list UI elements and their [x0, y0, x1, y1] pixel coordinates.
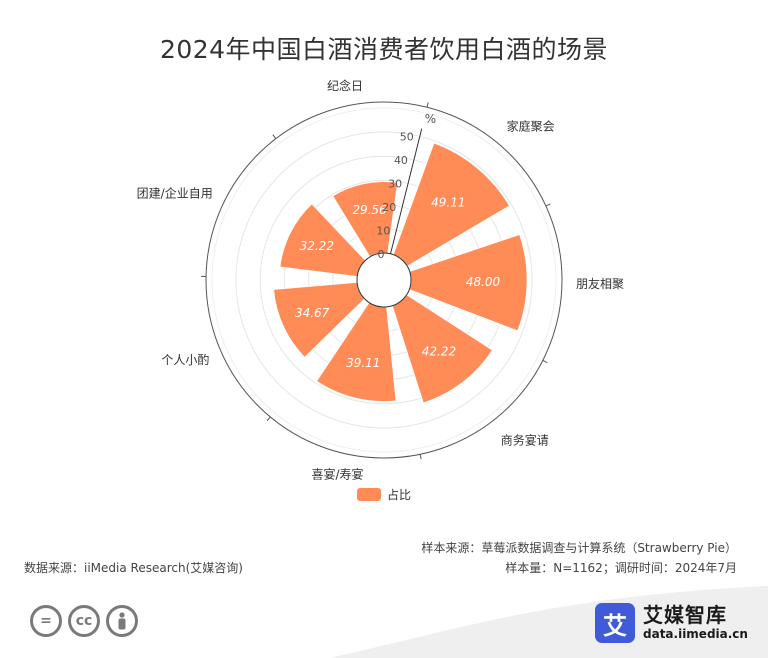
- legend[interactable]: 占比: [357, 486, 411, 503]
- bar-value-label: 39.11: [346, 356, 380, 370]
- data-source: 数据来源：iiMedia Research(艾媒咨询): [24, 561, 243, 575]
- brand-logo: 艾 艾媒智库 data.iimedia.cn: [595, 603, 748, 643]
- center-hole: [356, 252, 412, 308]
- cc-icon: cc: [68, 605, 100, 637]
- radius-axis-line: [390, 128, 423, 254]
- category-label: 商务宴请: [501, 432, 549, 447]
- grid-circle: [211, 107, 557, 453]
- category-label: 个人小酌: [161, 353, 209, 367]
- radius-unit-label: %: [425, 112, 436, 126]
- bar-value-label: 42.22: [422, 345, 456, 359]
- bar-value-label: 32.22: [300, 239, 334, 253]
- angle-axis-tick: [542, 359, 548, 364]
- category-label: 家庭聚会: [507, 118, 555, 133]
- logo-mark-icon: 艾: [595, 603, 635, 643]
- angle-axis-tick: [545, 203, 551, 207]
- category-label: 朋友相聚: [576, 277, 624, 291]
- category-label: 纪念日: [327, 78, 363, 93]
- polar-bar-chart: 49.11 48.00 42.22 39.11 34.67 32.22 29.56 0 10 2…: [137, 78, 624, 481]
- radius-tick-label: 40: [394, 154, 408, 167]
- angle-axis-ring: [205, 101, 563, 459]
- logo-name: 艾媒智库: [643, 603, 727, 627]
- person-icon: [106, 605, 138, 637]
- equal-icon: =: [30, 605, 62, 637]
- legend-label: 占比: [387, 488, 412, 502]
- chart-title: 2024年中国白酒消费者饮用白酒的场景: [159, 35, 609, 64]
- legend-swatch: [357, 488, 381, 501]
- bottom-decoration: [330, 586, 768, 658]
- bar-value-label: 49.11: [431, 196, 465, 210]
- radius-tick-label: 20: [382, 201, 396, 214]
- angle-axis-tick: [426, 102, 429, 108]
- license-badges: = cc: [30, 605, 138, 637]
- sample-source: 样本来源：草莓派数据调查与计算系统（Strawberry Pie）: [421, 541, 737, 555]
- angle-axis-tick: [419, 454, 422, 460]
- angle-axis-tick: [266, 416, 271, 422]
- angle-axis-tick: [272, 134, 277, 139]
- radius-tick-label: 0: [378, 248, 385, 261]
- bar-value-label: 34.67: [295, 306, 330, 320]
- category-label: 喜宴/寿宴: [312, 466, 364, 481]
- category-label: 团建/企业自用: [137, 185, 213, 200]
- bar-value-label: 29.56: [352, 203, 387, 217]
- radius-tick-label: 30: [388, 177, 402, 190]
- radius-tick-label: 10: [376, 224, 390, 237]
- sample-size: 样本量：N=1162；调研时间：2024年7月: [505, 561, 737, 575]
- grid-circle: [235, 131, 533, 429]
- logo-url: data.iimedia.cn: [643, 627, 748, 641]
- bar-value-label: 48.00: [466, 275, 501, 289]
- radius-tick-label: 50: [400, 130, 414, 143]
